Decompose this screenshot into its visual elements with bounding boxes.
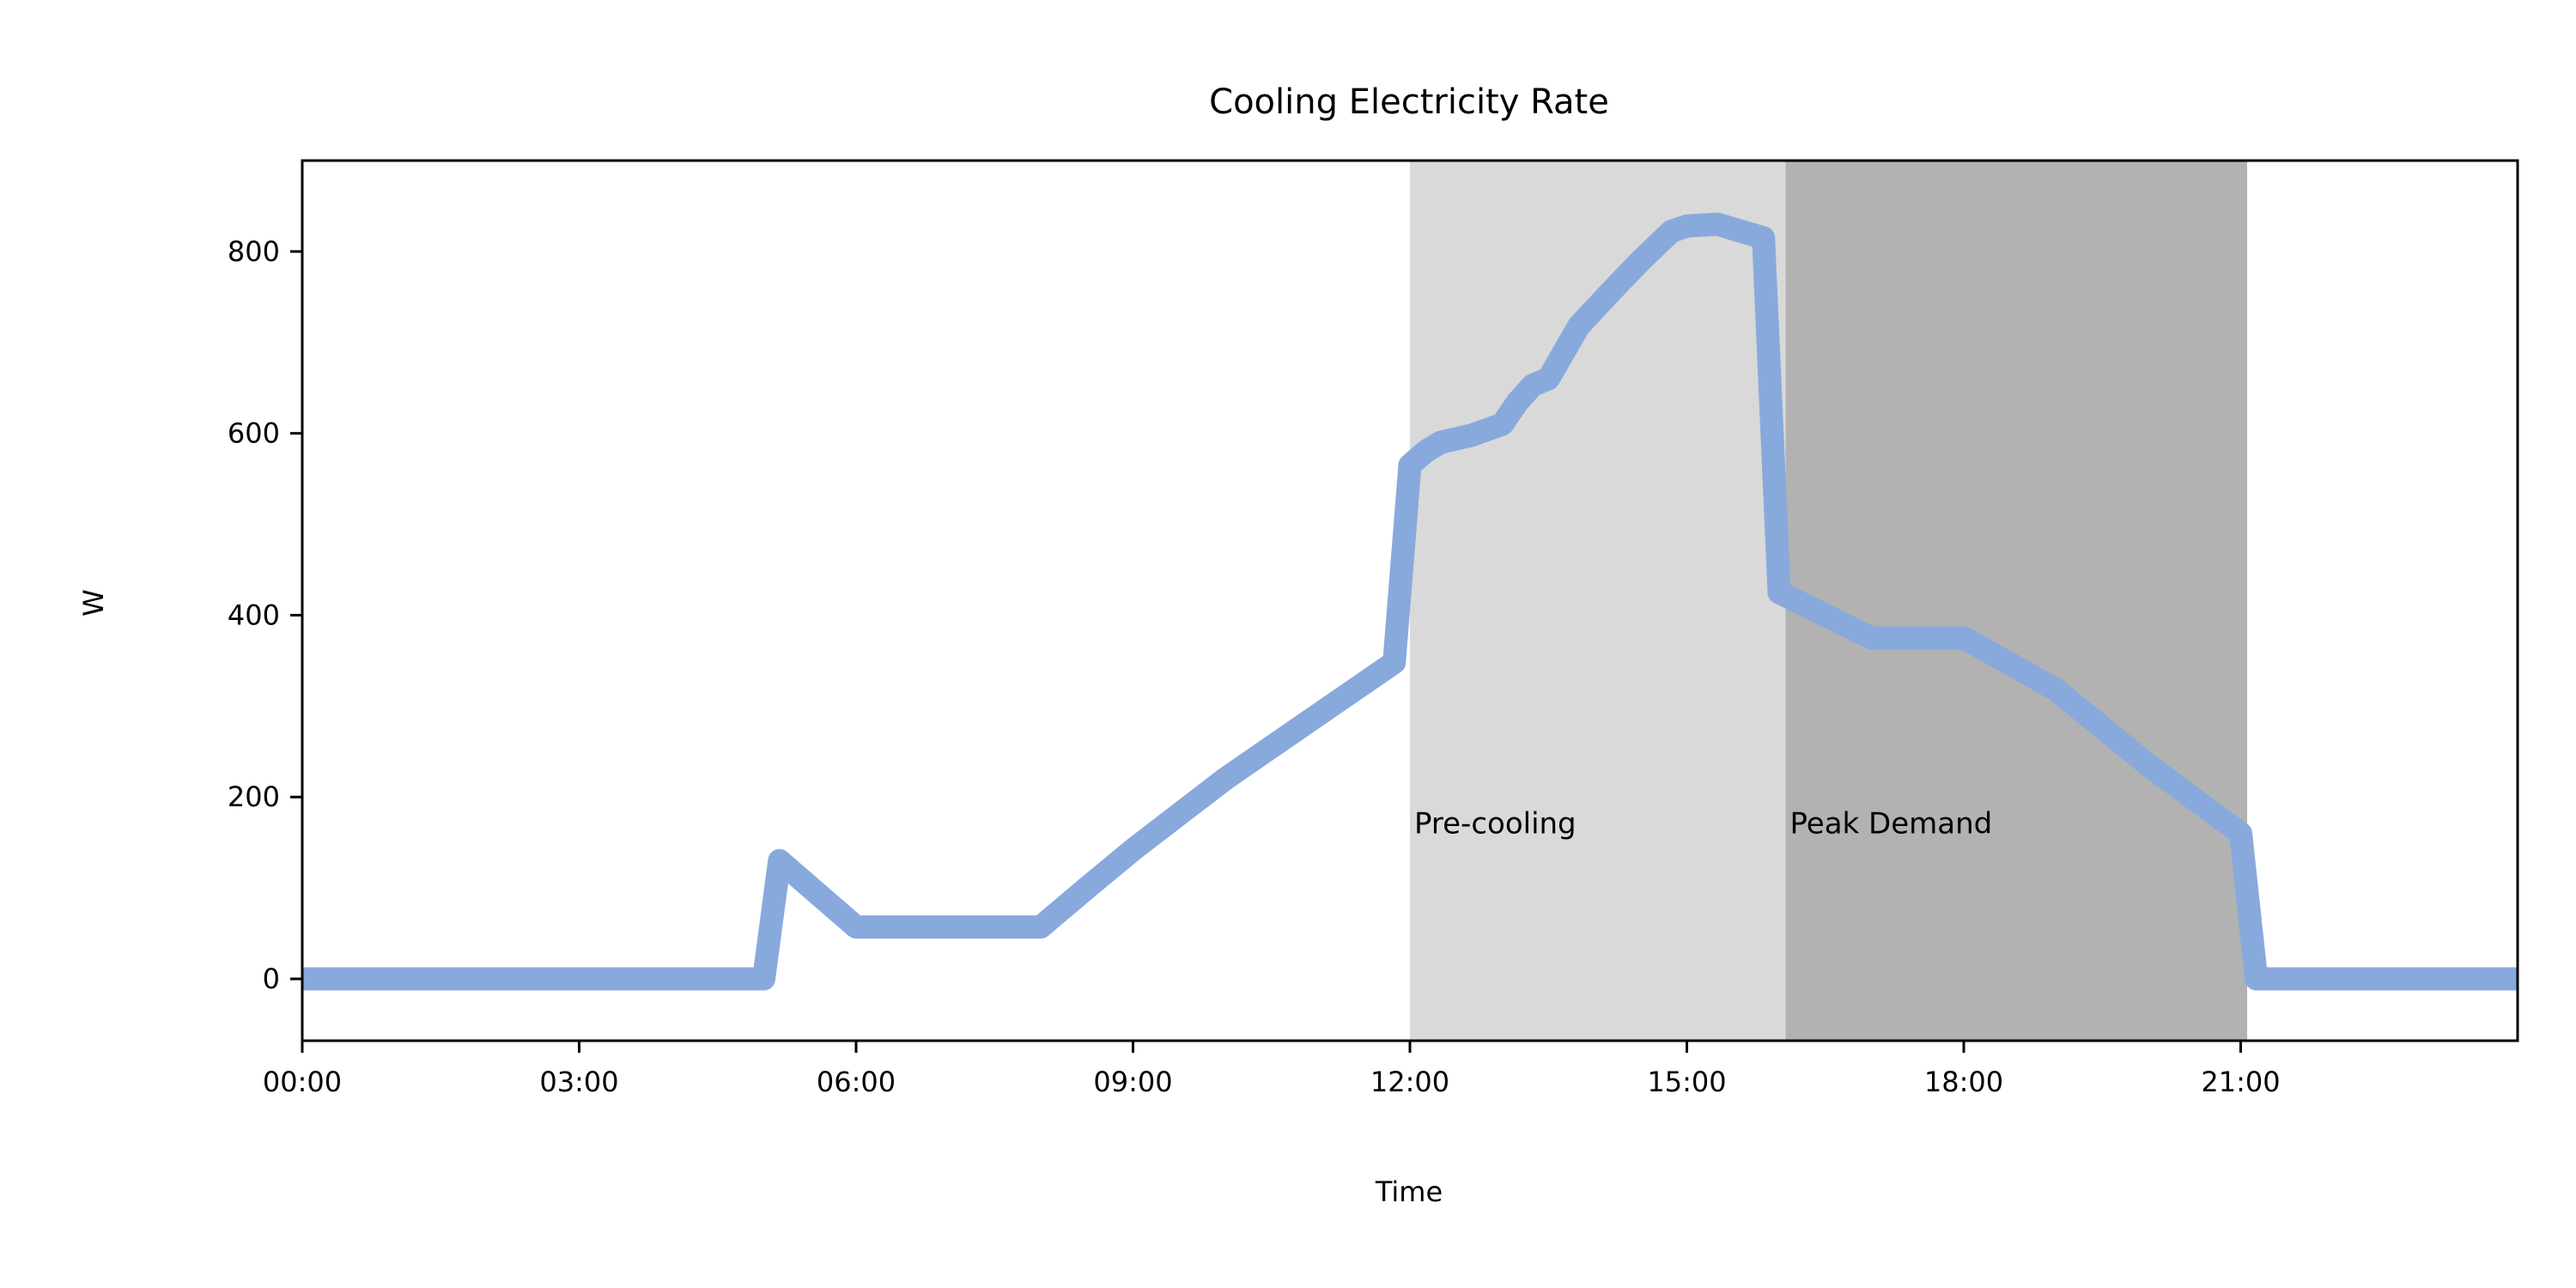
shaded-region-label: Peak Demand: [1790, 807, 1993, 841]
chart-title: Cooling Electricity Rate: [1209, 82, 1609, 122]
shaded-region-label: Pre-cooling: [1414, 807, 1577, 841]
y-tick-label: 400: [228, 598, 280, 631]
shaded-regions: [1410, 161, 2248, 1041]
x-tick-label: 18:00: [1924, 1066, 2003, 1098]
x-tick-label: 06:00: [817, 1066, 896, 1098]
y-tick-label: 200: [228, 781, 280, 813]
y-axis-ticks: 0 200 400 600 800: [228, 235, 302, 995]
y-axis-label: W: [77, 589, 110, 617]
x-tick-label: 21:00: [2201, 1066, 2280, 1098]
shaded-region-labels: Pre-cooling Peak Demand: [1414, 807, 1992, 841]
x-tick-label: 15:00: [1647, 1066, 1726, 1098]
x-tick-label: 03:00: [539, 1066, 618, 1098]
series-lines: [302, 212, 2518, 991]
y-tick-label: 0: [263, 963, 280, 995]
x-tick-label: 00:00: [263, 1066, 342, 1098]
shaded-region: [1785, 161, 2248, 1041]
x-tick-label: 12:00: [1370, 1066, 1449, 1098]
y-tick-label: 800: [228, 235, 280, 268]
x-axis-label: Time: [1375, 1176, 1443, 1208]
series-line: [302, 212, 2518, 991]
y-tick-label: 600: [228, 417, 280, 450]
x-tick-label: 09:00: [1093, 1066, 1172, 1098]
x-axis-ticks: 00:00 03:00 06:00 09:00 12:00 15:00 18:00 21:00: [263, 1041, 2281, 1098]
